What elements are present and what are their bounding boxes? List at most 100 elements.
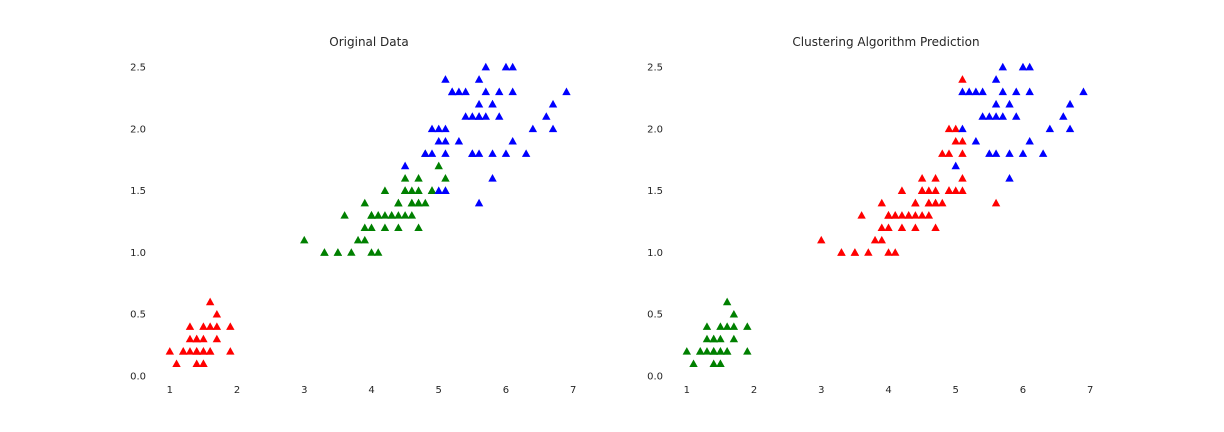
data-point-blue [951,161,960,170]
data-point-blue [542,112,551,120]
data-point-red [958,75,967,83]
y-tick-label: 1.5 [130,186,146,197]
data-point-red [850,248,860,256]
data-point-blue [548,99,558,108]
data-point-red [884,248,893,256]
data-point-red [226,322,235,330]
data-point-green [716,359,725,367]
data-point-blue [441,136,450,145]
data-point-blue [1018,62,1028,71]
data-point-green [394,211,403,219]
data-point-blue [461,112,470,120]
data-point-red [192,347,201,355]
data-point-red [944,186,954,194]
x-tick-label: 1 [167,385,173,396]
data-point-red [924,198,934,207]
data-point-red [205,322,215,330]
data-point-red [185,322,195,330]
y-tick-label: 0.0 [130,372,146,383]
data-point-red [205,347,215,355]
data-point-red [958,174,967,182]
data-point-blue [447,87,457,96]
data-point-green [427,186,437,194]
data-point-blue [488,99,497,108]
data-point-red [897,211,907,219]
data-point-red [938,198,947,207]
data-point-green [407,186,417,194]
data-point-red [911,223,920,232]
data-point-blue [495,87,504,96]
data-point-red [911,198,920,207]
data-point-blue [427,149,437,157]
y-tick-label: 1.0 [130,248,146,259]
y-tick-label: 0.5 [647,310,663,321]
x-tick-label: 7 [570,385,576,396]
data-point-red [904,211,913,219]
x-tick-label: 1 [684,385,690,396]
data-point-red [877,198,886,207]
data-point-red [192,359,201,367]
data-point-blue [434,186,443,194]
data-point-blue [562,87,571,96]
data-point-green [394,223,403,232]
x-tick-label: 2 [234,385,240,396]
chart-title-original-data: Original Data [329,35,408,49]
y-tick-label: 2.5 [647,63,663,74]
data-point-red [897,223,907,232]
x-tick-label: 5 [953,385,959,396]
data-point-blue [434,124,443,133]
data-point-red [951,186,960,194]
data-point-green [360,223,369,232]
data-point-red [212,334,222,343]
data-point-green [360,198,369,207]
data-point-blue [991,75,1001,83]
data-point-green [380,223,390,232]
data-point-blue [1005,149,1014,157]
data-point-green [743,322,752,330]
data-point-blue [454,87,464,96]
axis-ticks-original-data: 1 2 3 4 5 6 7 0.0 0.5 1.0 1.5 2.0 2.5 [130,63,576,397]
y-tick-label: 1.5 [647,186,663,197]
data-point-green [400,211,410,219]
data-point-red [185,347,195,355]
data-point-red [199,359,208,367]
data-point-green [380,186,390,194]
data-point-green [434,161,443,170]
data-point-green [414,174,423,182]
data-point-blue [1045,124,1055,133]
x-tick-label: 5 [436,385,442,396]
data-point-green [367,223,376,232]
data-point-green [709,347,718,355]
data-point-blue [991,99,1001,108]
x-tick-label: 3 [818,385,824,396]
data-point-red [837,248,846,256]
data-point-green [421,198,430,207]
data-point-blue [468,112,477,120]
data-point-blue [991,149,1001,157]
data-point-blue [1065,99,1075,108]
data-point-blue [441,186,450,194]
data-point-red [891,248,900,256]
y-tick-label: 2.0 [647,124,663,135]
data-point-blue [985,112,994,120]
data-point-blue [1025,62,1034,71]
data-point-blue [474,149,484,157]
data-point-blue [1012,87,1021,96]
data-point-red [917,186,927,194]
data-point-blue [488,174,497,182]
data-point-red [891,211,900,219]
data-point-green [414,198,423,207]
data-point-blue [441,124,450,133]
data-point-blue [501,149,511,157]
data-point-green [374,248,383,256]
chart-original-data: Original Data 1 2 3 4 5 6 7 0.0 0.5 1.0 1.5 2.0 2.5 [130,35,576,396]
data-point-blue [441,149,450,157]
x-tick-label: 4 [368,385,374,396]
data-point-red [958,149,967,157]
data-point-green [702,347,712,355]
y-tick-label: 2.5 [130,63,146,74]
data-point-blue [1038,149,1048,157]
data-point-red [924,186,934,194]
data-point-green [729,334,739,343]
data-point-green [716,334,725,343]
